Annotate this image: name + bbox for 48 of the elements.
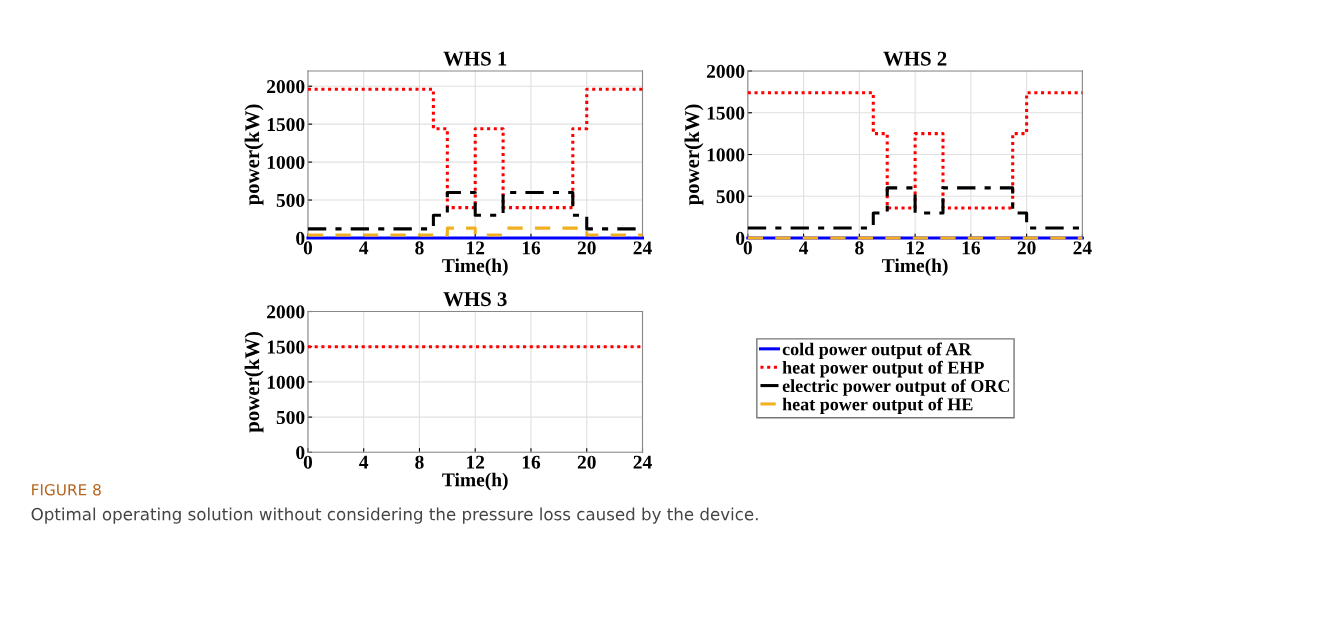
x-tick-label: 16	[522, 241, 541, 255]
x-tick-label: 8	[415, 241, 424, 255]
x-tick-label: 16	[522, 455, 541, 469]
y-tick-label: 500	[716, 190, 745, 204]
chart-title: WHS 3	[443, 292, 507, 307]
x-tick-label: 8	[855, 241, 864, 255]
x-tick-label: 20	[577, 455, 596, 469]
text: Optimal operating solution without considering the pressure loss caused by the device.	[31, 507, 758, 524]
y-axis-title: power(kW)	[684, 104, 704, 206]
x-tick-label: 12	[906, 241, 924, 255]
y-tick-label: 1000	[707, 148, 745, 162]
y-tick-label: 1000	[267, 375, 305, 389]
legend-label: heat power output of EHP	[782, 360, 984, 378]
y-tick-label: 2000	[267, 305, 305, 319]
y-tick-label: 2000	[706, 64, 745, 78]
y-tick-label: 1500	[267, 340, 305, 354]
x-tick-label: 16	[962, 241, 981, 255]
x-axis-title: Time(h)	[442, 472, 508, 491]
x-tick-label: 4	[359, 241, 369, 255]
y-axis-title: power(kW)	[244, 331, 264, 433]
x-tick-label: 4	[798, 241, 809, 255]
y-tick-label: 1500	[267, 117, 305, 132]
legend-label: cold power output of AR	[782, 342, 972, 360]
x-axis-title: Time(h)	[882, 258, 948, 277]
chart-title: WHS 2	[883, 51, 947, 66]
y-tick-label: 0	[296, 446, 305, 460]
x-tick-label: 20	[577, 241, 596, 255]
x-tick-label: 12	[467, 455, 485, 469]
y-tick-label: 500	[276, 410, 305, 425]
y-tick-label: 2000	[267, 80, 305, 94]
x-tick-label: 20	[1017, 241, 1036, 255]
x-tick-label: 24	[1073, 241, 1092, 255]
caption: FIGURE 8	[32, 483, 101, 496]
x-axis-title: Time(h)	[442, 258, 508, 277]
x-tick-label: 12	[467, 241, 485, 255]
y-tick-label: 0	[736, 231, 745, 245]
y-axis-title: power(kW)	[244, 104, 264, 206]
legend-label: heat power output of HE	[782, 397, 973, 415]
y-tick-label: 1500	[707, 106, 745, 120]
x-tick-label: 8	[415, 455, 424, 469]
y-tick-label: 500	[276, 193, 305, 207]
legend-label: electric power output of ORC	[782, 379, 1010, 396]
chart-title: WHS 1	[443, 51, 507, 66]
y-tick-label: 0	[296, 231, 305, 245]
x-tick-label: 24	[633, 455, 652, 469]
x-tick-label: 4	[359, 455, 369, 469]
x-tick-label: 24	[633, 241, 652, 255]
y-tick-label: 1000	[267, 155, 305, 170]
